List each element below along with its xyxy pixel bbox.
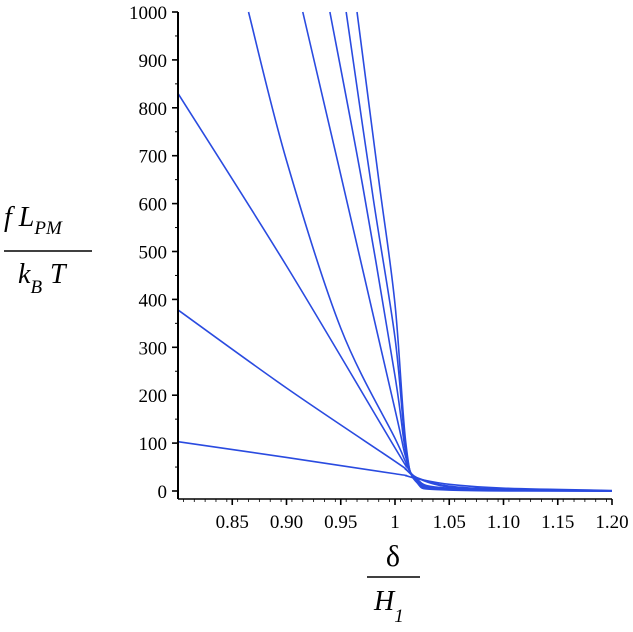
axes: 0 100 200 300 400 500 600 700 800 900 1000 0.85 0.90… [129, 3, 629, 533]
x-tick-label: 0.95 [324, 512, 357, 533]
x-label-numerator: δ [386, 540, 400, 573]
y-label-denominator-sub: B [30, 277, 42, 298]
svg-text:kBT: kB T [18, 259, 68, 298]
y-tick-label: 600 [139, 195, 168, 216]
x-tick-label: 1.20 [595, 512, 628, 533]
y-axis-label: f LPM kB T [4, 202, 92, 298]
svg-text:H1: H1 [373, 586, 404, 627]
y-tick-label: 0 [158, 482, 168, 503]
x-label-denominator: H [373, 586, 396, 617]
x-tick-label: 1.10 [487, 512, 520, 533]
series-line-3 [177, 93, 613, 492]
y-label-numerator: f L [4, 202, 34, 233]
y-tick-label: 700 [139, 147, 168, 168]
y-tick-label: 300 [139, 338, 168, 359]
series-line-5 [301, 11, 613, 492]
y-tick-label: 500 [139, 243, 168, 264]
x-tick-label: 1.15 [541, 512, 574, 533]
x-label-denominator-sub: 1 [394, 606, 404, 627]
x-tick-label: 0.90 [270, 512, 303, 533]
x-tick-label: 1 [390, 512, 400, 533]
y-label-numerator-sub: PM [33, 218, 63, 239]
y-label-denominator: k [18, 259, 31, 290]
series-line-4 [247, 11, 613, 492]
y-tick-label: 100 [139, 434, 168, 455]
svg-text:f LPM: f LPM [4, 202, 63, 239]
y-tick-label: 1000 [129, 3, 167, 24]
y-label-denominator-tail: T [50, 259, 68, 290]
x-tick-label: 0.85 [216, 512, 249, 533]
y-tick-label: 900 [139, 51, 168, 72]
series-line-7 [345, 11, 613, 492]
series-line-8 [356, 11, 613, 492]
plot-lines [177, 11, 613, 492]
x-tick-label: 1.05 [433, 512, 466, 533]
series-line-6 [329, 11, 613, 492]
y-tick-label: 400 [139, 290, 168, 311]
x-axis-label: δ H1 [367, 540, 420, 627]
y-tick-label: 800 [139, 99, 168, 120]
y-tick-label: 200 [139, 386, 168, 407]
series-line-1 [177, 440, 613, 492]
